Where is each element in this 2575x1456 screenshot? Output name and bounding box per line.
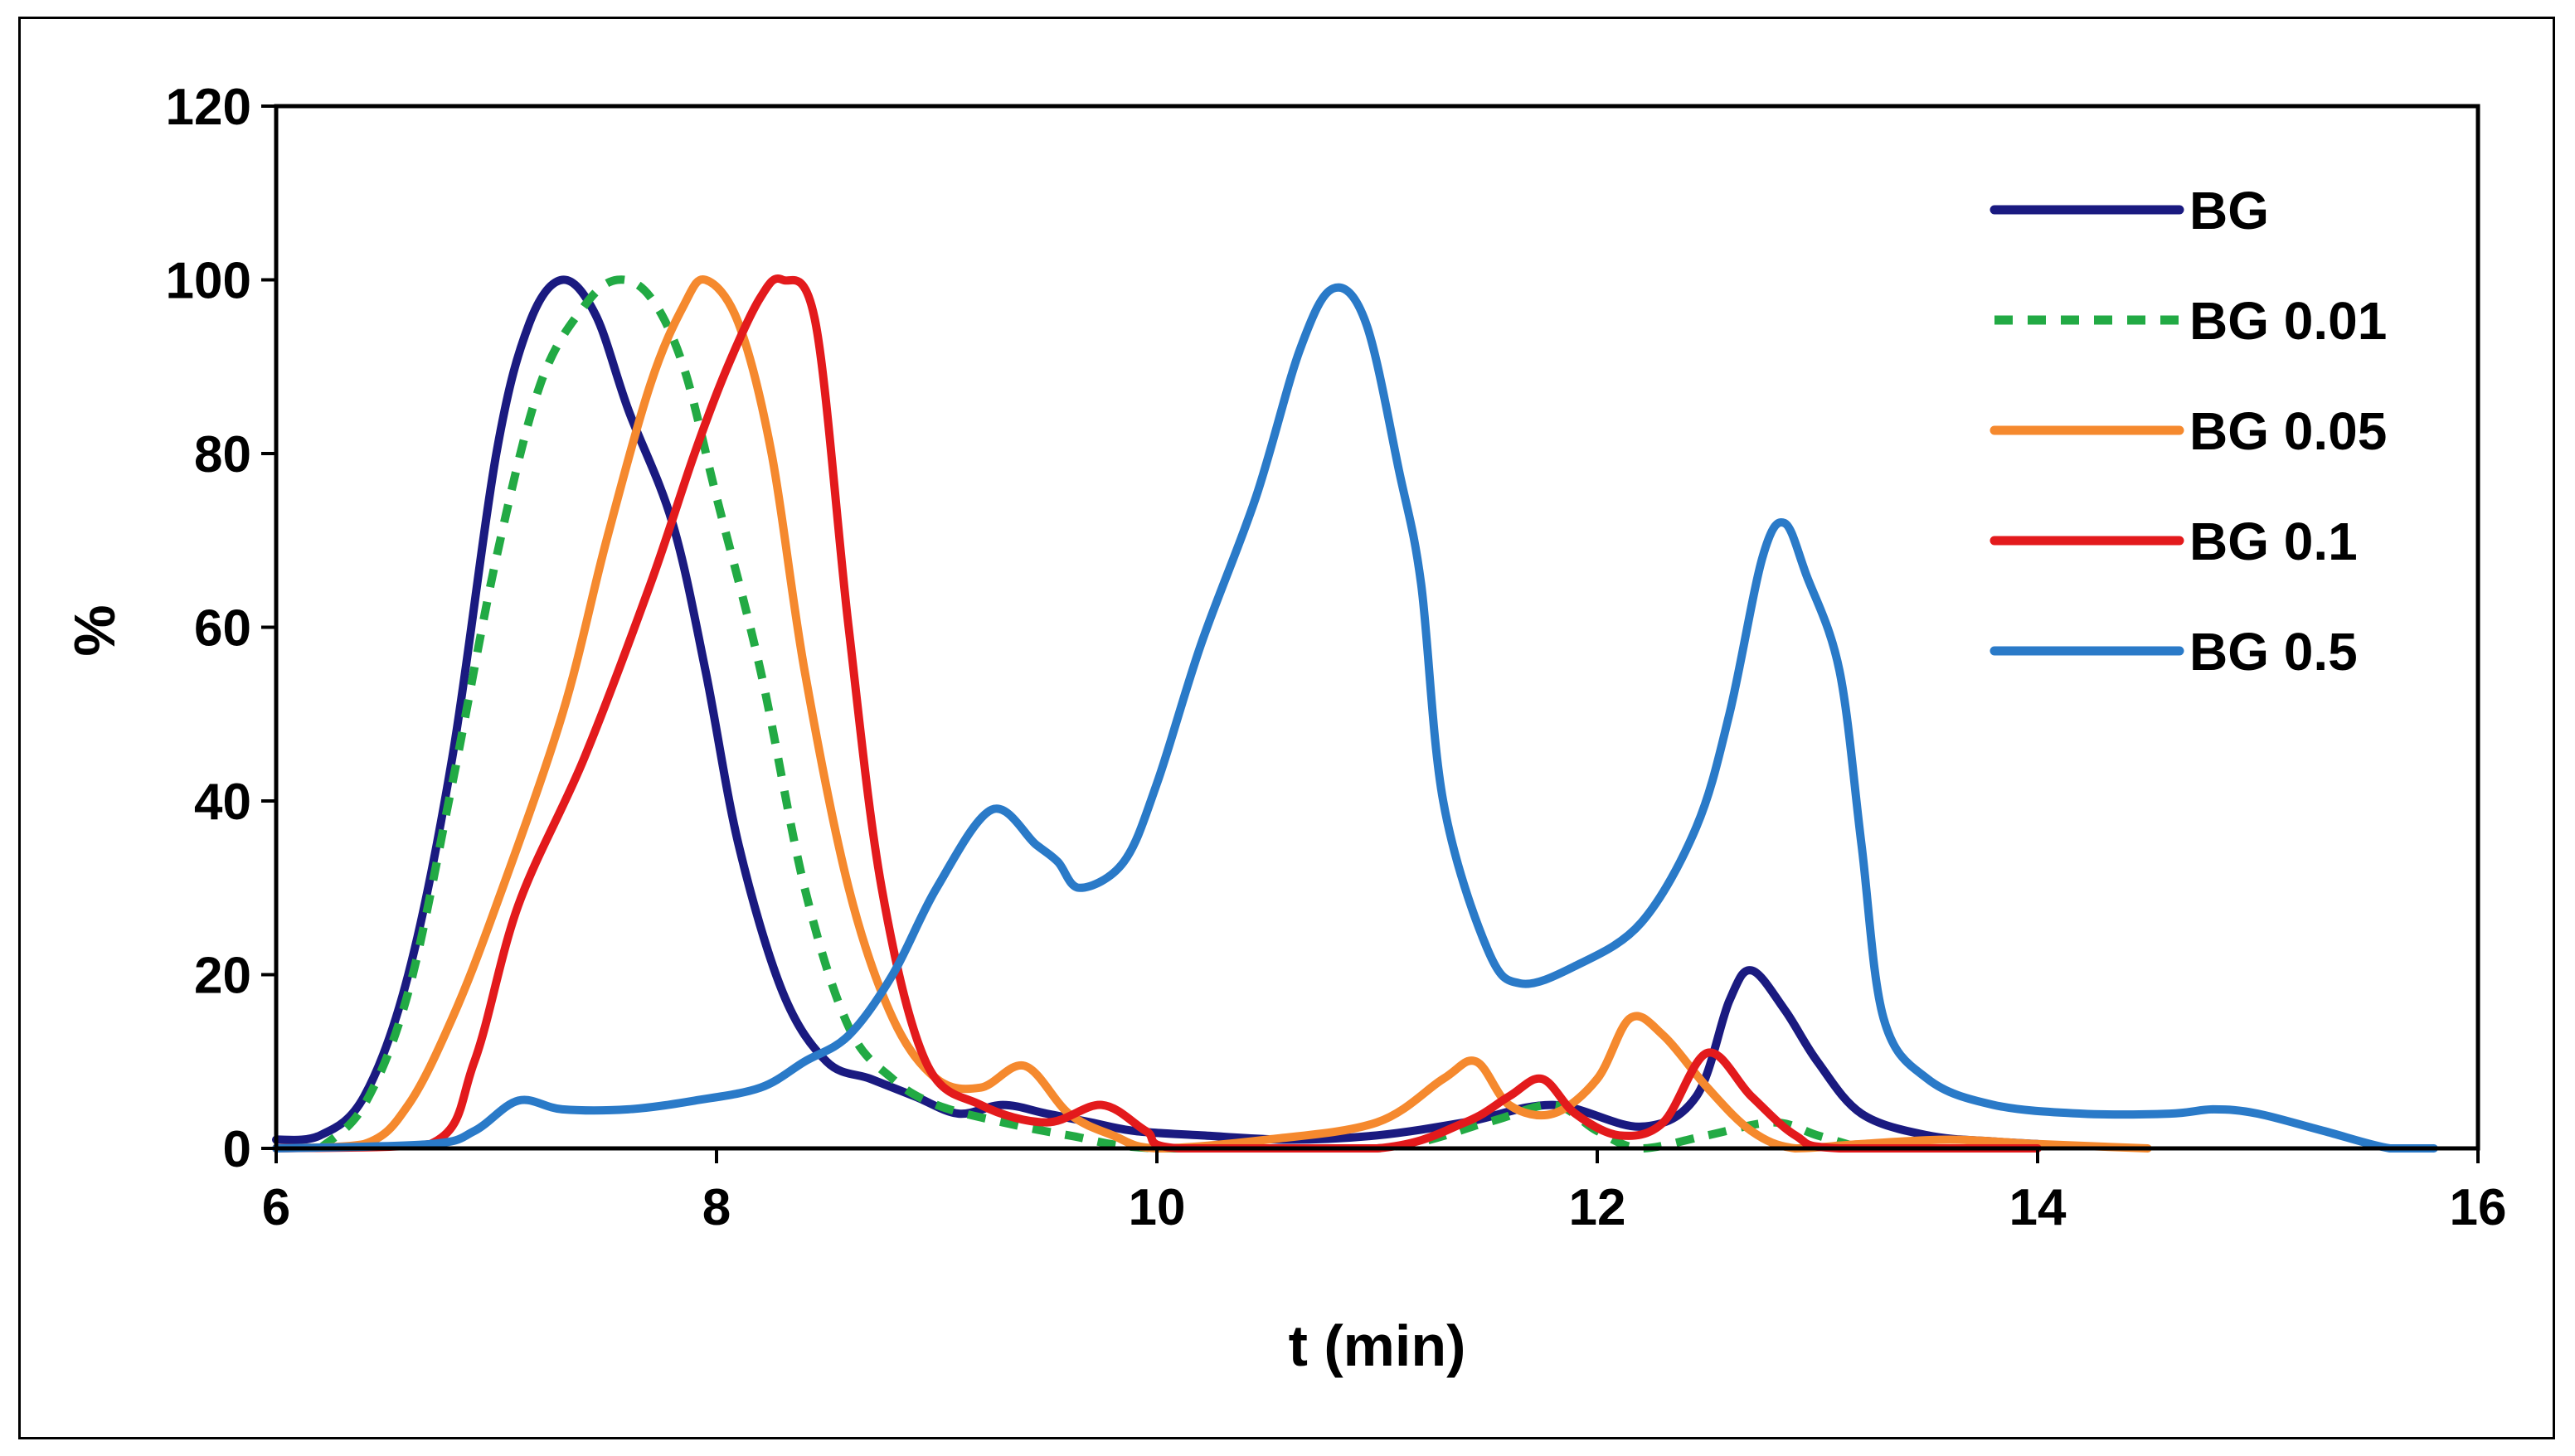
legend-label: BG 0.01 [2189,291,2387,351]
series-line-bg-0-1 [272,274,2042,1153]
axis-tick-labels: 6 8 10 12 14 16 0 20 40 60 80 100 120 [166,79,2507,1236]
legend-label: BG 0.5 [2189,622,2358,682]
y-axis-title: % [62,604,127,656]
plot-lines [272,274,2438,1153]
series-line-bg-0-5 [272,283,2438,1153]
axis-ticks [261,104,2480,1163]
x-tick-label: 12 [1569,1179,1626,1236]
x-tick-label: 6 [262,1179,290,1236]
x-tick-label: 14 [2009,1179,2067,1236]
legend-label: BG 0.05 [2189,401,2387,461]
legend: BG BG 0.01 BG 0.05 BG 0.1 BG 0.5 [1990,181,2387,682]
x-tick-label: 10 [1129,1179,1186,1236]
legend-label: BG 0.1 [2189,512,2358,571]
y-tick-label: 80 [194,426,251,483]
x-axis-title: t (min) [1289,1313,1466,1378]
y-tick-label: 120 [166,79,251,136]
y-tick-label: 100 [166,253,251,310]
y-tick-label: 60 [194,600,251,658]
y-tick-label: 40 [194,774,251,831]
legend-label: BG [2189,181,2269,240]
series-line-bg-0-01 [317,275,1863,1153]
chart-frame [18,17,2555,1439]
x-tick-label: 16 [2450,1179,2507,1236]
y-tick-label: 20 [194,948,251,1005]
plot-area [274,104,2480,1151]
series-line-bg-0-05 [272,275,2152,1153]
y-tick-label: 0 [223,1121,251,1178]
series-line-bg [272,275,2042,1148]
x-tick-label: 8 [702,1179,731,1236]
